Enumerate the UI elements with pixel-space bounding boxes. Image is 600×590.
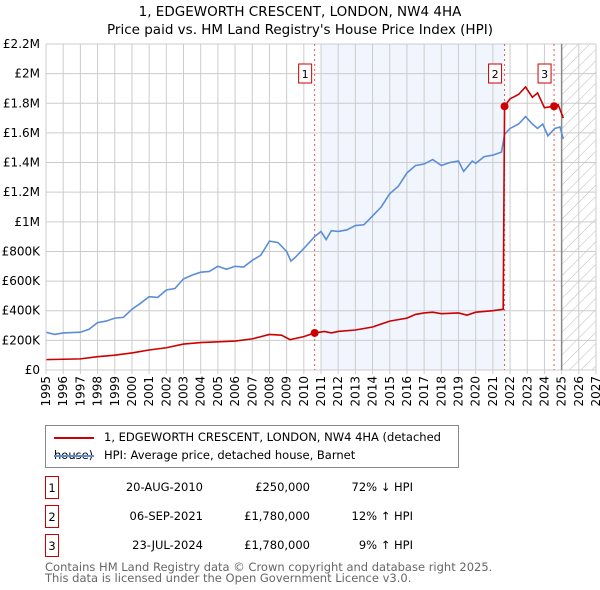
x-tick-label: 2022 [503,376,517,407]
legend-item-property: 1, EDGEWORTH CRESCENT, LONDON, NW4 4HA (… [54,428,458,462]
x-tick-label: 2012 [331,376,345,407]
y-tick-label: £600K [2,274,42,288]
y-tick-label: £2M [14,67,40,81]
series-line [45,115,565,336]
x-tick-label: 2007 [245,376,259,407]
sale-row: 2 06-SEP-2021 £1,780,000 12% ↑ HPI [45,505,545,528]
series-line [45,85,565,361]
sale-hpi-diff: 12% ↑ HPI [351,509,413,523]
x-tick-label: 2000 [125,376,139,407]
sale-marker-badge: 3 [45,534,59,557]
x-tick-label: 2023 [520,376,534,407]
x-tick-label: 2002 [159,376,173,407]
x-tick-label: 2003 [177,376,191,407]
legend-item-hpi: HPI: Average price, detached house, Barn… [54,446,355,464]
y-tick-label: £400K [2,304,42,318]
sale-point [500,102,509,111]
x-tick-label: 1995 [39,376,53,407]
chart-title: 1, EDGEWORTH CRESCENT, LONDON, NW4 4HA [138,4,462,20]
footer-line-2: This data is licensed under the Open Gov… [45,571,412,585]
x-tick-label: 2026 [572,376,586,407]
legend: 1, EDGEWORTH CRESCENT, LONDON, NW4 4HA (… [45,425,459,468]
y-tick-label: £1.2M [3,185,40,199]
x-tick-label: 1998 [91,376,105,407]
sale-row: 1 20-AUG-2010 £250,000 72% ↓ HPI [45,476,545,499]
x-tick-label: 2019 [452,376,466,407]
y-tick-label: £1M [14,215,40,229]
sale-marker-badge: 1 [45,476,59,499]
x-tick-label: 2016 [400,376,414,407]
x-tick-label: 2013 [348,376,362,407]
sale-price: £1,780,000 [244,509,310,523]
x-tick-label: 2001 [142,376,156,407]
x-tick-label: 2024 [537,376,551,407]
sale-hpi-diff: 9% ↑ HPI [358,538,413,552]
x-tick-label: 2017 [417,376,431,407]
sale-label-box [298,63,313,84]
sale-price: £1,780,000 [244,538,310,552]
y-tick-label: £800K [2,244,42,258]
x-tick-label: 2027 [589,376,600,407]
y-tick-label: £1.4M [3,156,40,170]
sale-point [310,328,319,337]
x-tick-label: 1996 [56,376,70,407]
y-tick-label: £1.8M [3,96,40,110]
x-tick-label: 2004 [194,376,208,407]
sale-marker-badge: 2 [45,505,59,528]
legend-swatch-red [54,436,94,439]
x-tick-label: 2011 [314,376,328,407]
legend-swatch-blue [54,454,94,457]
sale-label-box [537,63,552,84]
sale-date: 06-SEP-2021 [129,509,203,523]
x-tick-label: 2006 [228,376,242,407]
sale-label-box [488,63,503,84]
x-tick-label: 2014 [366,376,380,407]
x-tick-label: 1999 [108,376,122,407]
y-tick-label: £1.6M [3,126,40,140]
sale-price: £250,000 [255,480,310,494]
x-tick-label: 2005 [211,376,225,407]
shaded-period [321,44,505,370]
x-tick-label: 2025 [555,376,569,407]
y-tick-label: £2.2M [3,37,40,51]
sale-label-number: 2 [492,68,499,81]
sale-date: 20-AUG-2010 [125,480,203,494]
sale-row: 3 23-JUL-2024 £1,780,000 9% ↑ HPI [45,534,545,557]
x-tick-label: 2008 [262,376,276,407]
sale-label-number: 3 [541,68,548,81]
x-tick-label: 2009 [280,376,294,407]
plot-area: 1995 1996 1997 1998 1999 2000 2001 2002 2003 2004… [2,37,600,407]
sale-point [550,102,559,111]
sale-label-number: 1 [302,68,309,81]
x-tick-label: 2021 [486,376,500,407]
footer-line-1: Contains HM Land Registry data © Crown c… [45,560,493,574]
sale-hpi-diff: 72% ↓ HPI [351,480,413,494]
x-tick-label: 2020 [469,376,483,407]
y-tick-label: £200K [2,333,42,347]
y-tick-label: £0 [25,363,40,377]
x-tick-label: 2015 [383,376,397,407]
sale-date: 23-JUL-2024 [132,538,203,552]
x-tick-label: 2010 [297,376,311,407]
x-tick-label: 1997 [73,376,87,407]
legend-label: HPI: Average price, detached house, Barn… [104,448,356,462]
x-tick-label: 2018 [434,376,448,407]
chart-subtitle: Price paid vs. HM Land Registry's House … [107,22,493,38]
